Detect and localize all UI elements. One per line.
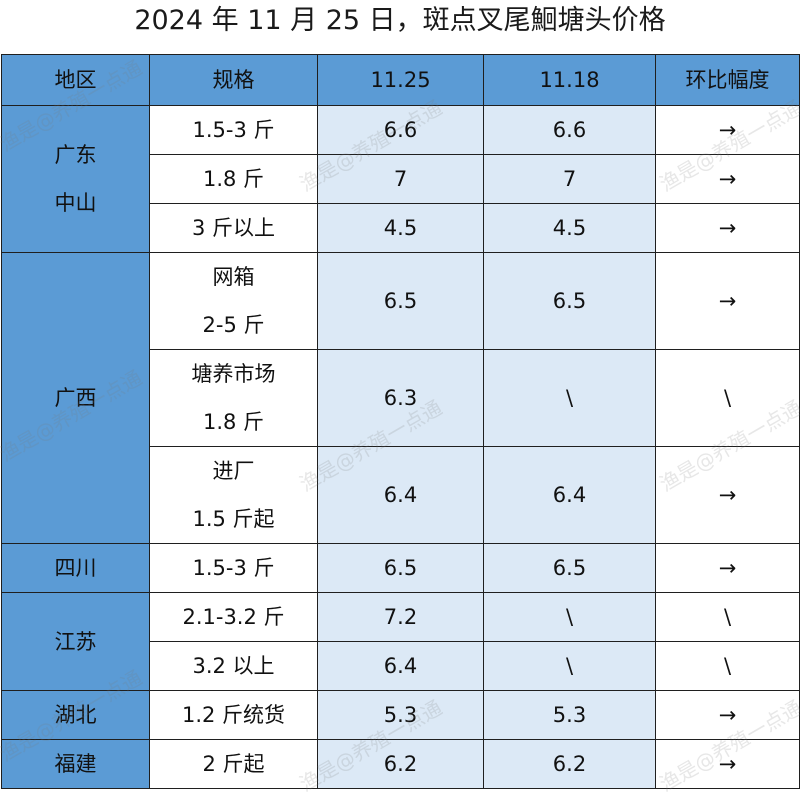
region-label: 福建	[54, 752, 97, 776]
region-label: 江苏	[54, 629, 97, 654]
spec-cell: 1.8 斤	[149, 154, 318, 204]
header-region: 地区	[1, 54, 150, 106]
spec-cell: 1.5-3 斤	[149, 543, 318, 593]
header-change: 环比幅度	[655, 54, 800, 106]
table-row: 江苏 2.1-3.2 斤 7.2 \ \	[1, 592, 800, 691]
change-cell: →	[655, 543, 800, 593]
price-1125-cell: 6.6	[317, 105, 484, 155]
price-1118-cell: \	[483, 349, 656, 447]
change-cell: →	[655, 690, 800, 740]
region-label: 中山	[54, 191, 97, 215]
region-cell: 湖北	[1, 690, 150, 740]
header-date-1118: 11.18	[483, 54, 656, 106]
price-1118-cell: 6.6	[483, 105, 656, 155]
table-row: 塘养市场 1.8 斤 6.3 \ \	[2, 349, 800, 447]
price-1125-cell: 4.5	[317, 203, 484, 253]
header-date-1125: 11.25	[317, 54, 484, 106]
price-1118-cell: 4.5	[483, 203, 656, 253]
price-1118-cell: 6.5	[483, 543, 656, 593]
region-cell: 福建	[1, 739, 150, 789]
spec-label: 网箱	[212, 265, 255, 289]
spec-label: 1.5 斤起	[192, 507, 275, 531]
spec-cell: 1.2 斤统货	[149, 690, 318, 740]
change-cell: →	[655, 203, 800, 253]
change-cell: \	[655, 641, 800, 691]
region-label: 湖北	[54, 703, 97, 727]
region-label: 广东	[54, 143, 97, 167]
region-label: 广西	[54, 386, 97, 410]
price-1118-cell: \	[483, 641, 656, 691]
price-1125-cell: 6.2	[317, 739, 484, 789]
region-cell: 广东 中山	[1, 105, 150, 253]
price-1125-cell: 5.3	[317, 690, 484, 740]
spec-cell: 2.1-3.2 斤	[149, 592, 318, 642]
change-cell: →	[655, 252, 800, 350]
price-1118-cell: 7	[483, 154, 656, 204]
table-row: 3.2 以上 6.4 \ \	[2, 641, 800, 691]
table-row: 广西 网箱 2-5 斤 6.5 6.5 →	[1, 252, 800, 544]
change-cell: →	[655, 105, 800, 155]
table-row: 3 斤以上 4.5 4.5 →	[2, 203, 800, 253]
table-row: 福建 2 斤起 6.2 6.2 →	[1, 739, 800, 789]
price-1118-cell: 5.3	[483, 690, 656, 740]
price-1118-cell: 6.4	[483, 446, 656, 544]
spec-cell: 3.2 以上	[149, 641, 318, 691]
change-cell: \	[655, 349, 800, 447]
price-1125-cell: 6.4	[317, 641, 484, 691]
spec-label: 1.5-3 斤	[192, 118, 275, 142]
price-1118-cell: \	[483, 592, 656, 642]
table-row: 四川 1.5-3 斤 6.5 6.5 →	[1, 543, 800, 593]
table-row: 进厂 1.5 斤起 6.4 6.4 →	[2, 446, 800, 544]
price-table: 地区 规格 11.25 11.18 环比幅度 广东中山 1.5-3 斤 6.6 6.6…	[1, 54, 800, 789]
price-1118-cell: 6.5	[483, 252, 656, 350]
spec-cell: 网箱 2-5 斤	[149, 252, 318, 350]
spec-label: 3 斤以上	[191, 216, 276, 240]
price-1125-cell: 6.4	[317, 446, 484, 544]
price-1118-cell: 6.2	[483, 739, 656, 789]
spec-label: 塘养市场	[191, 362, 276, 386]
spec-label: 2-5 斤	[202, 313, 265, 337]
region-cell: 四川	[1, 543, 150, 593]
spec-label: 1.8 斤	[202, 410, 265, 434]
header-row: 地区 规格 11.25 11.18 环比幅度	[1, 54, 800, 106]
spec-label: 1.2 斤统货	[181, 703, 286, 727]
header-spec: 规格	[149, 54, 318, 106]
change-cell: \	[655, 592, 800, 642]
spec-cell: 进厂 1.5 斤起	[149, 446, 318, 544]
region-cell: 广西	[1, 252, 150, 544]
price-1125-cell: 7.2	[317, 592, 484, 642]
spec-label: 1.8 斤	[202, 167, 265, 191]
spec-label: 2 斤起	[202, 752, 265, 776]
price-1125-cell: 6.3	[317, 349, 484, 447]
change-cell: →	[655, 154, 800, 204]
table-row: 湖北 1.2 斤统货 5.3 5.3 →	[1, 690, 800, 740]
change-cell: →	[655, 739, 800, 789]
spec-label: 2.1-3.2 斤	[182, 605, 285, 629]
spec-label: 1.5-3 斤	[192, 556, 275, 580]
table-row: 1.8 斤 7 7 →	[2, 154, 800, 204]
spec-label: 3.2 以上	[192, 654, 275, 678]
table-body: 广东 中山 1.5-3 斤 6.6 6.6 → 1.8 斤 7 7 → 3 斤以上 4.5 4.5 → 广西…	[1, 105, 800, 789]
price-1125-cell: 6.5	[317, 252, 484, 350]
spec-cell: 1.5-3 斤	[149, 105, 318, 155]
change-cell: →	[655, 446, 800, 544]
spec-cell: 3 斤以上	[149, 203, 318, 253]
spec-cell: 塘养市场 1.8 斤	[149, 349, 318, 447]
page-title: 2024 年 11 月 25 日，斑点叉尾鮰塘头价格	[134, 5, 666, 36]
price-1125-cell: 6.5	[317, 543, 484, 593]
spec-label: 进厂	[212, 459, 255, 483]
region-cell: 江苏	[1, 592, 150, 691]
price-1125-cell: 7	[317, 154, 484, 204]
region-label: 四川	[54, 556, 97, 580]
spec-cell: 2 斤起	[149, 739, 318, 789]
table-row: 广东 中山 1.5-3 斤 6.6 6.6 →	[1, 105, 800, 253]
